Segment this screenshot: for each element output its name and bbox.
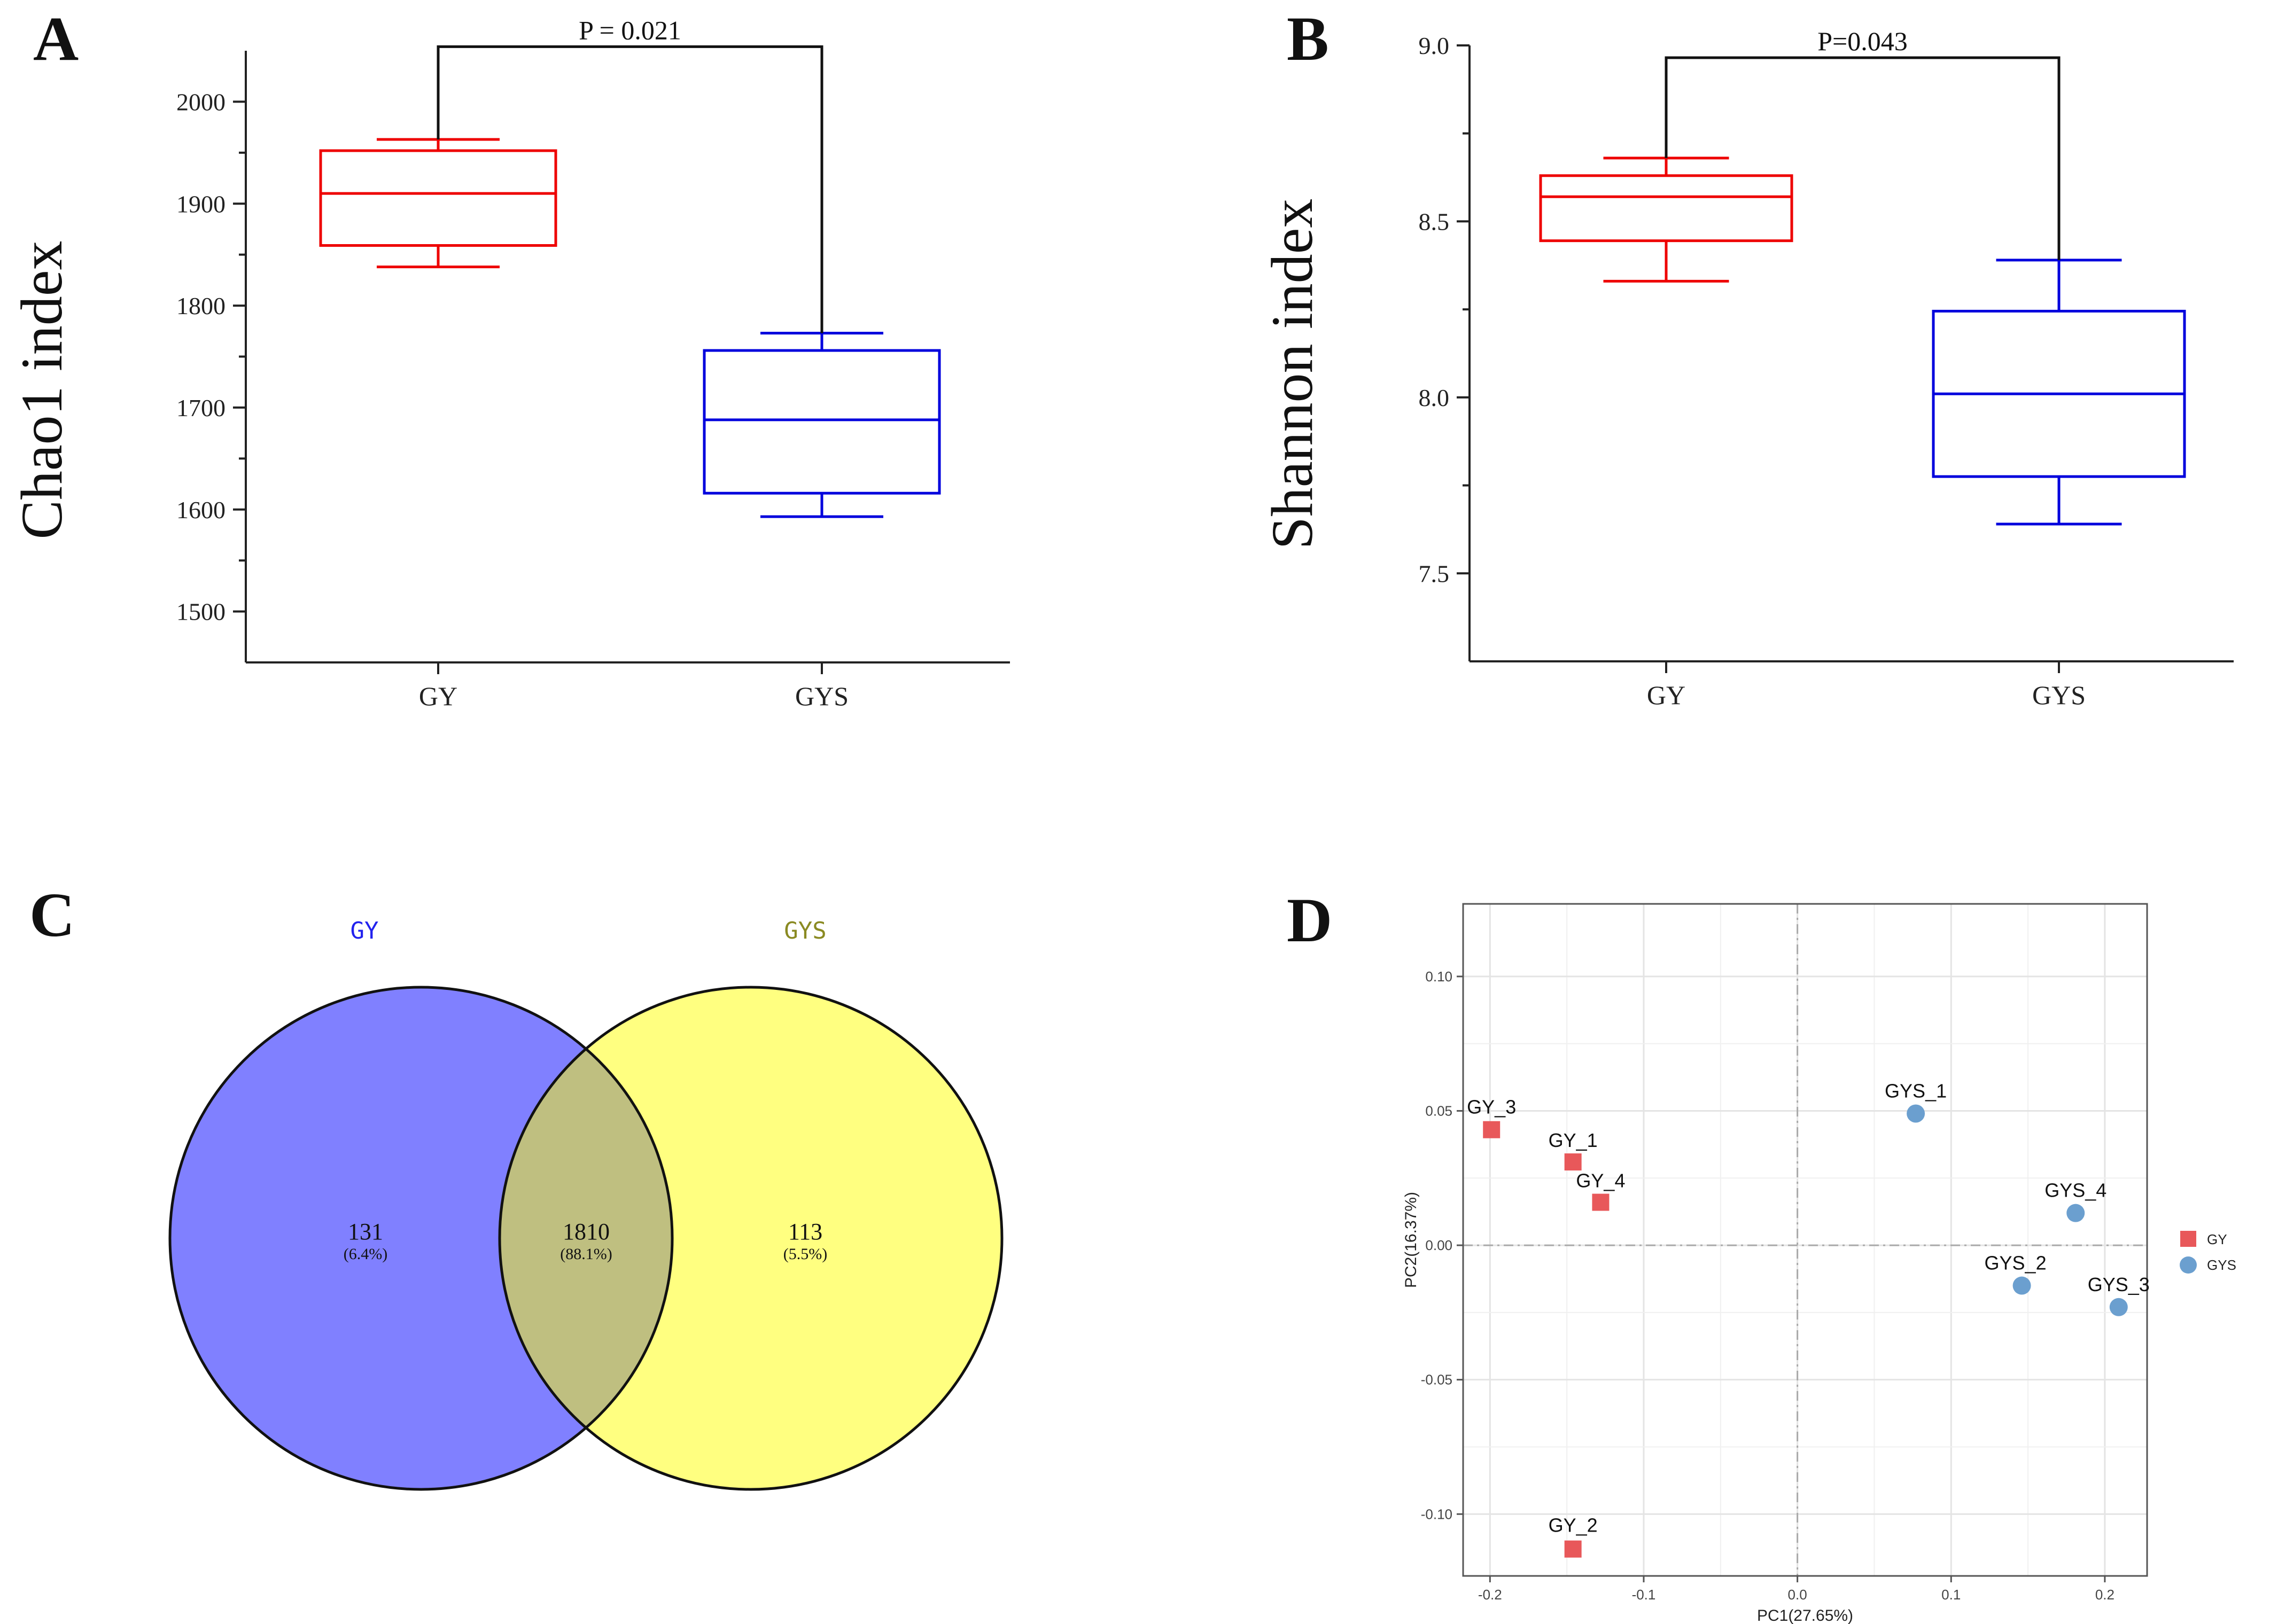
box-iqr xyxy=(319,149,557,247)
panel-letter-c: C xyxy=(29,880,75,950)
y-tick-label: 1600 xyxy=(176,496,226,524)
pcoa-scatter: -0.2 -0.1 0.0 0.1 0.2 -0.10 -0.05 0.00 0.05 0.10 P… xyxy=(1402,903,2236,1624)
p-value-label: P = 0.021 xyxy=(579,15,681,45)
y-tick-label: 0.00 xyxy=(1425,1237,1452,1253)
y-tick-label: 1900 xyxy=(176,190,226,217)
x-tick-label: -0.2 xyxy=(1478,1587,1502,1603)
x-tick-label: 0.2 xyxy=(2095,1587,2114,1603)
venn-outline-gys xyxy=(498,986,1004,1491)
legend-label: GY xyxy=(2207,1231,2227,1247)
point-label: GY_1 xyxy=(1549,1129,1598,1151)
point-label: GY_2 xyxy=(1549,1514,1598,1536)
x-tick-label: GYS xyxy=(795,681,849,711)
set-label-gy: GY xyxy=(351,917,379,944)
data-point-gys-4 xyxy=(2066,1204,2085,1222)
plot-border xyxy=(1462,903,2148,1577)
y-tick-label: 0.05 xyxy=(1425,1103,1452,1119)
y-tick-label: 1800 xyxy=(176,292,226,319)
data-point-gy-4 xyxy=(1592,1193,1610,1211)
box-iqr xyxy=(703,349,941,495)
point-label: GYS_2 xyxy=(1985,1252,2047,1274)
x-tick-label: GY xyxy=(419,681,457,711)
x-tick-label: GYS xyxy=(2032,680,2086,710)
y-tick-label: -0.10 xyxy=(1421,1506,1452,1522)
region-count: 1810 xyxy=(563,1219,610,1245)
venn-overlap xyxy=(500,987,672,1489)
venn-outline-gy xyxy=(168,986,674,1491)
y-tick-label: 1700 xyxy=(176,394,226,421)
data-point-gys-2 xyxy=(2012,1276,2031,1295)
data-point-gy-3 xyxy=(1483,1121,1501,1138)
data-point-gys-3 xyxy=(2109,1298,2128,1316)
data-point-gy-1 xyxy=(1564,1153,1582,1171)
data-point-gys-1 xyxy=(1907,1104,1925,1123)
panel-letter-d: D xyxy=(1287,885,1332,955)
y-axis-label: PC2(16.37%) xyxy=(1402,1192,1420,1288)
y-tick-label: 2000 xyxy=(176,88,226,115)
legend-swatch-gy xyxy=(2180,1231,2196,1247)
box-iqr xyxy=(1539,174,1793,243)
x-axis-label: PC1(27.65%) xyxy=(1757,1607,1853,1624)
significance-bracket xyxy=(1665,56,2061,260)
point-label: GY_3 xyxy=(1467,1096,1516,1118)
y-tick-label: 7.5 xyxy=(1419,560,1450,587)
region-percent: (88.1%) xyxy=(560,1245,612,1263)
y-axis-label: Chao1 index xyxy=(9,240,74,539)
region-percent: (5.5%) xyxy=(783,1245,827,1263)
panel-letter-b: B xyxy=(1287,4,1329,74)
legend-swatch-gys xyxy=(2180,1256,2197,1274)
y-tick-label: 8.5 xyxy=(1419,208,1450,235)
set-label-gys: GYS xyxy=(784,917,826,944)
p-value-label: P=0.043 xyxy=(1817,26,1908,56)
data-point-gy-2 xyxy=(1564,1540,1582,1558)
point-label: GYS_1 xyxy=(1885,1080,1947,1102)
region-percent: (6.4%) xyxy=(344,1245,387,1263)
y-tick-label: -0.05 xyxy=(1421,1372,1452,1388)
y-axis-label: Shannon index xyxy=(1260,199,1325,550)
x-tick-label: 0.1 xyxy=(1941,1587,1961,1603)
y-tick-label: 9.0 xyxy=(1419,32,1450,59)
shannon-boxplot: 7.5 8.0 8.5 9.0 Shannon index GY GYS P=0.043 xyxy=(1260,26,2234,710)
region-count: 113 xyxy=(788,1219,822,1245)
chao1-boxplot: 1500 1600 1700 1800 1900 2000 Chao1 index GY GYS… xyxy=(9,15,1010,711)
y-tick-label: 8.0 xyxy=(1419,384,1450,411)
y-tick-label: 0.10 xyxy=(1425,969,1452,985)
x-tick-label: GY xyxy=(1647,680,1685,710)
venn-diagram: GY GYS 131(6.4%) 1810(88.1%) 113(5.5%) xyxy=(168,917,1004,1491)
point-label: GYS_4 xyxy=(2044,1180,2106,1201)
x-tick-label: -0.1 xyxy=(1632,1587,1656,1603)
point-label: GY_4 xyxy=(1576,1170,1625,1192)
y-tick-label: 1500 xyxy=(176,598,226,626)
x-tick-label: 0.0 xyxy=(1788,1587,1807,1603)
point-label: GYS_3 xyxy=(2088,1274,2150,1295)
legend-label: GYS xyxy=(2207,1257,2236,1273)
region-count: 131 xyxy=(348,1219,383,1245)
panel-letter-a: A xyxy=(33,4,79,74)
significance-bracket xyxy=(437,45,823,333)
plot-background xyxy=(1463,904,2147,1576)
